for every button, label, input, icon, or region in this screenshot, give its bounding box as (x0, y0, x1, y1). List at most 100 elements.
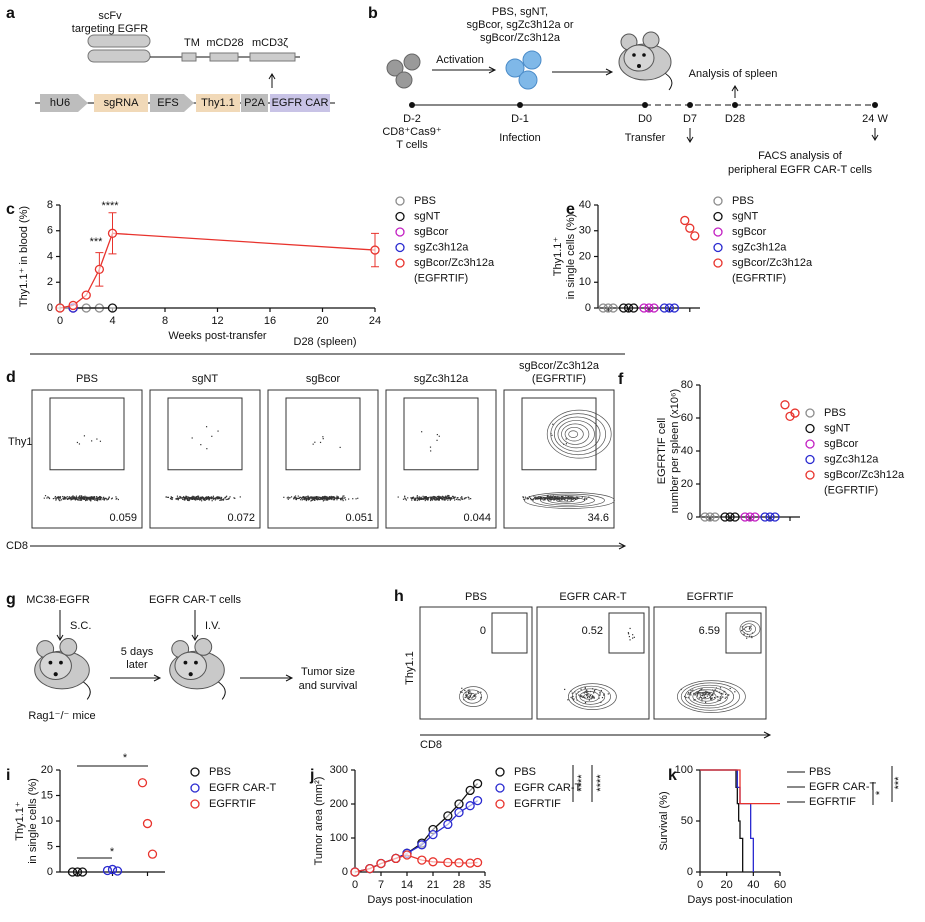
event (584, 687, 586, 690)
event (196, 498, 198, 501)
mouse-nose (53, 672, 58, 677)
event (705, 690, 707, 692)
event (411, 499, 413, 501)
data-point (730, 512, 740, 522)
y-tick-label: 100 (330, 832, 348, 844)
event (413, 498, 415, 501)
event (429, 496, 431, 498)
event (565, 443, 567, 445)
event (420, 497, 422, 499)
event (171, 497, 174, 499)
event (418, 496, 420, 498)
legend-label: PBS (514, 766, 536, 778)
construct-label: hU6 (50, 97, 70, 109)
event (187, 496, 190, 498)
event (325, 499, 327, 501)
event (433, 497, 435, 500)
event (714, 689, 716, 691)
event (297, 495, 299, 497)
gate-percentage: 6.59 (699, 625, 720, 637)
event (80, 496, 82, 499)
gate (725, 612, 762, 654)
event (704, 696, 707, 699)
event (480, 691, 482, 693)
event (212, 496, 214, 498)
event (83, 498, 85, 500)
event (323, 497, 325, 499)
mouse-ear (642, 31, 660, 49)
event (729, 687, 731, 690)
event (743, 633, 745, 636)
plot-frame (149, 389, 261, 529)
event (443, 498, 445, 500)
event (115, 496, 117, 498)
event (633, 636, 635, 638)
contour (546, 409, 612, 459)
event (75, 498, 77, 500)
event (93, 496, 96, 498)
events (522, 409, 615, 509)
event (698, 692, 700, 694)
event (75, 495, 78, 497)
event (96, 499, 98, 501)
event (428, 497, 430, 499)
event (197, 498, 199, 500)
scfv-label: scFv (98, 10, 122, 22)
event (76, 497, 78, 499)
events (397, 431, 472, 502)
event (177, 497, 179, 499)
event (59, 497, 62, 499)
y-axis-label: in single cells (%) (565, 214, 577, 300)
event (76, 498, 79, 501)
legend-swatch (713, 242, 723, 253)
contour (739, 620, 761, 638)
event (188, 499, 191, 501)
legend-label: sgNT (824, 422, 851, 434)
event (186, 496, 188, 498)
event (104, 497, 106, 500)
series-line (59, 232, 376, 309)
event (702, 692, 704, 694)
event (727, 694, 729, 696)
event (404, 498, 406, 500)
event (310, 497, 312, 499)
event (301, 497, 303, 499)
domain-label: mCD3ζ (252, 37, 288, 49)
event (77, 496, 79, 499)
event (537, 498, 539, 500)
event (334, 497, 336, 499)
plot-title: sgZc3h12a (414, 373, 469, 385)
event (439, 497, 442, 499)
event (310, 496, 312, 498)
x-tick-label: 0 (697, 879, 703, 891)
event (192, 497, 194, 499)
step-label: Activation (436, 54, 484, 66)
event (59, 496, 62, 498)
event (196, 496, 198, 498)
contour (575, 688, 606, 705)
event (438, 435, 440, 437)
event (527, 498, 529, 500)
event (320, 498, 322, 500)
panel-label: h (394, 588, 404, 605)
legend-label: PBS (414, 195, 436, 207)
event (568, 497, 571, 499)
x-tick-label: 0 (352, 879, 358, 891)
event (693, 699, 695, 701)
event (176, 498, 179, 500)
event (584, 497, 586, 499)
event (216, 496, 219, 498)
event (442, 496, 444, 498)
data-point (454, 858, 464, 868)
event (84, 495, 86, 497)
event (586, 694, 588, 696)
contour (564, 426, 584, 442)
event (465, 497, 467, 499)
event (425, 498, 427, 500)
event (440, 497, 442, 499)
panel-label: f (618, 371, 624, 388)
event (170, 496, 173, 499)
event (82, 497, 85, 499)
significance-label: * (110, 846, 115, 858)
event (435, 499, 437, 501)
